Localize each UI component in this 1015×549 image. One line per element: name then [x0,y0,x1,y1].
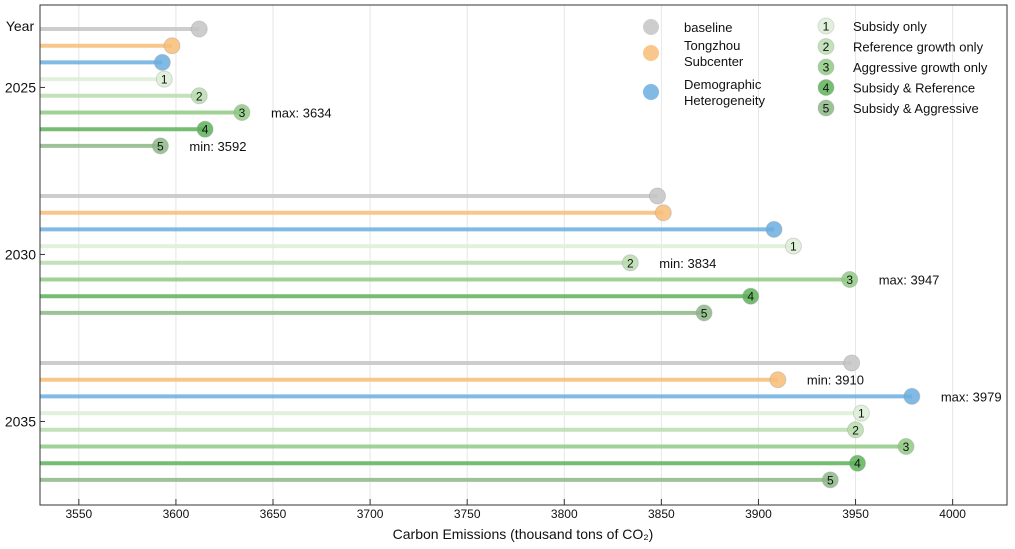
lollipop-marker [153,53,171,71]
legend-marker-label: 5 [823,102,830,116]
legend-marker [643,19,659,35]
legend-marker [817,58,835,76]
x-tick-label: 3700 [357,507,384,521]
marker-label: 1 [790,240,797,254]
marker-label: 1 [161,73,168,87]
marker-label: 4 [854,457,861,471]
x-axis: 3550 3600 3650 3700 3750 3800 3850 3900 3950 4000 [65,499,966,521]
y-axis-label: Year [6,18,35,34]
marker-label: 3 [239,106,246,120]
legend-marker [817,99,835,117]
lollipop-marker [742,287,760,305]
lollipop-marker [151,137,169,155]
lollipop-marker [848,454,866,472]
legend-marker [817,38,835,55]
legend-label: Subcenter [684,54,744,69]
legend-marker [643,84,659,100]
legend-marker-label: 2 [823,40,830,54]
x-tick-label: 3800 [551,507,578,521]
x-axis-label: Carbon Emissions (thousand tons of CO₂) [393,526,654,542]
lollipop-marker [897,438,915,455]
lollipop-marker [841,271,859,288]
legend-marker [817,79,835,96]
x-tick-label: 3550 [65,507,92,521]
lollipop-marker [155,70,173,88]
annotation-label: min: 3592 [189,139,246,154]
legend-marker-label: 1 [823,20,830,34]
x-tick-label: 3650 [260,507,287,521]
legend-label: baseline [684,20,732,35]
marker-label: 4 [747,290,754,304]
lollipop-marker [163,37,181,55]
legend-label: Tongzhou [684,38,740,53]
legend-label: Heterogeneity [684,93,765,108]
lollipop-marker [821,471,839,489]
lollipop-marker [843,354,861,372]
marker-label: 4 [202,123,209,137]
marker-label: 2 [627,256,634,270]
legend-marker-label: 3 [823,61,830,75]
x-tick-label: 3900 [745,507,772,521]
x-tick-label: 3600 [163,507,190,521]
lollipop-marker [903,387,921,405]
legend-marker-label: 4 [823,81,830,95]
marker-label: 3 [846,273,853,287]
annotation-label: min: 3834 [659,256,716,271]
legend-label: Demographic [684,77,762,92]
marker-label: 5 [827,473,834,487]
lollipop-marker [190,87,208,105]
chart-marks: 1 2 3 4 5 max: 3634 min: 3592 1 2 3 4 5 min: 3834 max… [40,20,1002,489]
annotation-label: max: 3979 [941,389,1002,404]
annotation-label: min: 3910 [807,373,864,388]
y-tick-label: 2035 [5,413,36,429]
legend-label: Subsidy only [853,19,927,34]
lollipop-marker [233,104,251,121]
legend-marker [817,17,835,35]
y-axis: 2025 2030 2035 [5,79,45,429]
marker-label: 3 [903,440,910,454]
lollipop-marker [784,237,802,255]
x-tick-label: 3850 [648,507,675,521]
x-tick-label: 3750 [454,507,481,521]
legend-label: Aggressive growth only [853,60,988,75]
plot-frame [39,4,1008,506]
marker-label: 2 [196,89,203,103]
legend-label: Subsidy & Aggressive [853,101,979,116]
y-tick-label: 2030 [5,246,36,262]
marker-label: 1 [858,407,865,421]
legend-marker [643,45,659,61]
legend-label: Subsidy & Reference [853,81,975,96]
marker-label: 5 [701,306,708,320]
y-tick-label: 2025 [5,79,36,95]
lollipop-marker [196,120,214,138]
lollipop-marker [654,204,672,222]
lollipop-marker [769,371,787,389]
lollipop-marker [847,421,865,439]
marker-label: 2 [852,423,859,437]
x-tick-label: 4000 [939,507,966,521]
lollipop-marker [648,187,666,205]
annotation-label: max: 3947 [879,273,940,288]
marker-label: 5 [157,139,164,153]
annotation-label: max: 3634 [271,106,332,121]
lollipop-marker [852,404,870,422]
lollipop-marker [621,254,639,272]
lollipop-marker [190,20,208,38]
x-tick-label: 3950 [842,507,869,521]
grid-lines [78,5,954,505]
lollipop-marker [695,304,713,322]
legend-label: Reference growth only [853,40,984,55]
lollipop-marker [765,220,783,238]
